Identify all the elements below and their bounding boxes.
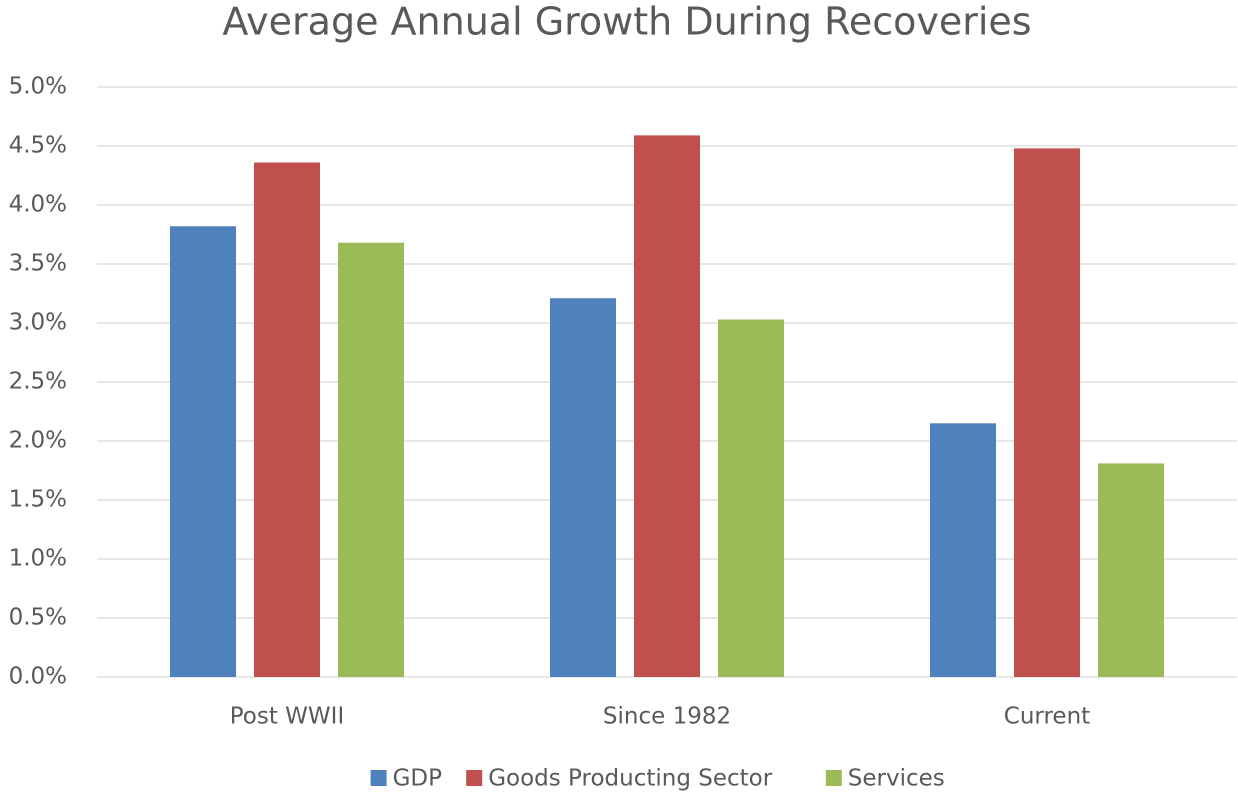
y-tick-label: 4.0% — [9, 192, 67, 218]
y-tick-label: 5.0% — [9, 74, 67, 100]
bar — [338, 242, 404, 677]
bar — [254, 162, 320, 677]
legend-swatch — [825, 770, 842, 786]
bar — [930, 423, 996, 677]
y-tick-label: 4.5% — [9, 133, 67, 159]
legend-label: Services — [848, 766, 945, 792]
y-tick-label: 2.5% — [9, 369, 67, 395]
y-tick-label: 0.5% — [9, 605, 67, 631]
y-tick-label: 1.5% — [9, 487, 67, 513]
legend-label: Goods Producting Sector — [488, 766, 773, 792]
legend-swatch — [370, 770, 387, 786]
y-tick-label: 2.0% — [9, 428, 67, 454]
y-tick-label: 0.0% — [9, 664, 67, 690]
bar — [170, 226, 236, 678]
y-tick-label: 1.0% — [9, 546, 67, 572]
x-tick-label: Since 1982 — [603, 704, 731, 730]
y-tick-label: 3.0% — [9, 310, 67, 336]
bar — [634, 135, 700, 677]
bar — [550, 298, 616, 677]
y-tick-label: 3.5% — [9, 251, 67, 277]
chart-title: Average Annual Growth During Recoveries — [222, 0, 1031, 44]
bar — [718, 319, 784, 677]
bar — [1098, 463, 1164, 677]
x-tick-label: Post WWII — [230, 704, 344, 730]
bar — [1014, 148, 1080, 678]
legend-swatch — [466, 770, 483, 786]
legend-label: GDP — [393, 766, 443, 792]
x-tick-label: Current — [1004, 704, 1090, 730]
